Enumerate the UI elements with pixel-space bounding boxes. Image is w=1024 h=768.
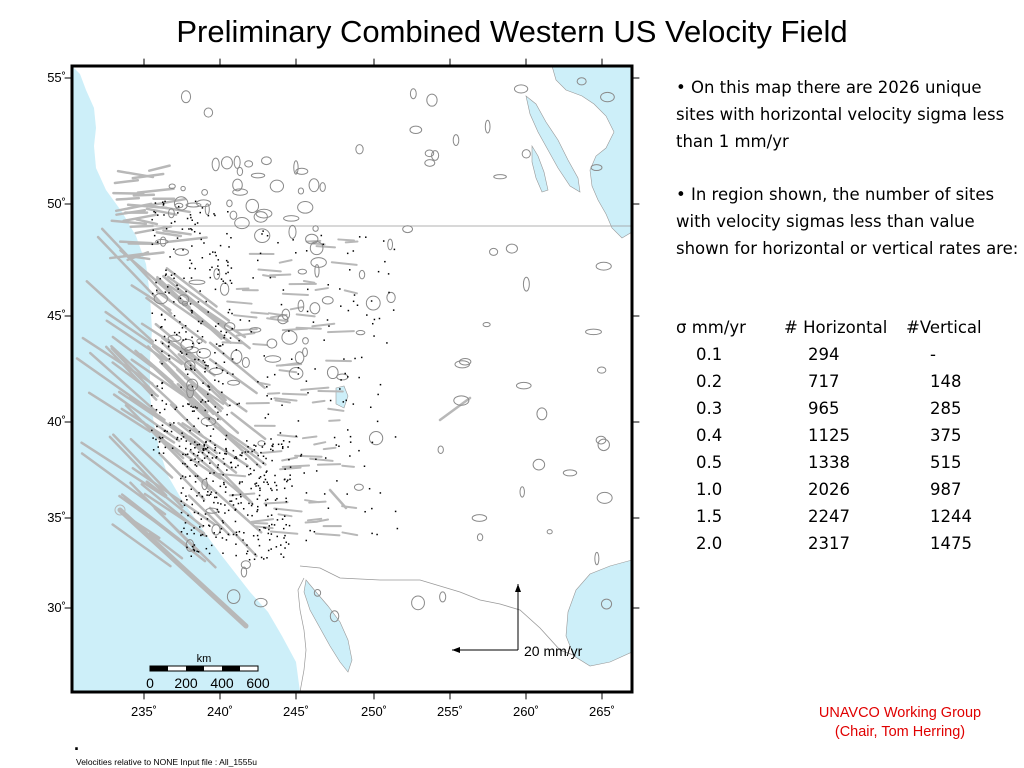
footer-note: Velocities relative to NONE Input file :…: [76, 757, 257, 767]
lon-label-260: 260˚: [513, 704, 539, 719]
velocity-scale: 20 mm/yr: [452, 584, 583, 659]
horizontal-count-cell: 2317: [808, 534, 850, 553]
lat-label-30: 30˚: [47, 600, 66, 615]
sigma-cell: 2.0: [696, 534, 723, 553]
info-paragraph-region: • In region shown, the number of sites w…: [676, 185, 1019, 258]
vertical-count-cell: 1244: [930, 507, 972, 526]
horizontal-count-cell: 294: [808, 345, 840, 364]
footer-dot: .: [74, 734, 80, 754]
credit-block: UNAVCO Working Group (Chair, Tom Herring…: [780, 704, 1020, 742]
header-vertical: #Vertical: [906, 318, 982, 337]
scale-label-200: 200: [174, 675, 198, 691]
gulf-of-mexico: [565, 559, 632, 667]
vertical-count-cell: 987: [930, 480, 962, 499]
sigma-cell: 1.0: [696, 480, 723, 499]
gulf-of-california: [303, 579, 353, 673]
credit-line-2: (Chair, Tom Herring): [834, 724, 966, 740]
baja-coast: [297, 577, 307, 692]
horizontal-count-cell: 717: [808, 372, 840, 391]
lon-label-245: 245˚: [283, 704, 309, 719]
horizontal-count-cell: 1338: [808, 453, 850, 472]
map-frame: [70, 64, 634, 694]
vertical-count-cell: 285: [930, 399, 962, 418]
info-paragraph-sites: • On this map there are 2026 unique site…: [676, 78, 1005, 151]
velocity-vectors: [75, 77, 615, 629]
sigma-cell: 0.4: [696, 426, 723, 445]
vertical-count-cell: 148: [930, 372, 962, 391]
vertical-count-cell: -: [930, 345, 936, 364]
horizontal-count-cell: 2247: [808, 507, 850, 526]
lon-label-250: 250˚: [361, 704, 387, 719]
sigma-cell: 0.5: [696, 453, 723, 472]
lon-label-235: 235˚: [131, 704, 157, 719]
lon-label-255: 255˚: [437, 704, 463, 719]
lat-label-35: 35˚: [47, 510, 66, 525]
vertical-count-cell: 375: [930, 426, 962, 445]
sigma-cell: 0.1: [696, 345, 723, 364]
vertical-count-cell: 1475: [930, 534, 972, 553]
hudson-bay: [551, 66, 632, 239]
sigma-cell: 1.5: [696, 507, 723, 526]
scale-label-400: 400: [210, 675, 234, 691]
scale-bar-unit: km: [197, 653, 212, 665]
info-panel: • On this map there are 2026 unique site…: [676, 74, 1022, 288]
lat-label-50: 50˚: [47, 196, 66, 211]
scale-label-600: 600: [246, 675, 270, 691]
sigma-cell: 0.2: [696, 372, 723, 391]
header-horizontal: # Horizontal: [784, 318, 888, 337]
frame-ticks: [64, 58, 640, 700]
horizontal-count-cell: 1125: [808, 426, 850, 445]
lake-winnipeg: [525, 95, 581, 193]
lat-label-45: 45˚: [47, 308, 66, 323]
header-sigma: σ mm/yr: [676, 318, 746, 337]
gps-sites: [150, 200, 399, 561]
sigma-cell: 0.3: [696, 399, 723, 418]
scale-label-0: 0: [146, 675, 154, 691]
lat-label-55: 55˚: [47, 70, 66, 85]
vertical-count-cell: 515: [930, 453, 962, 472]
us-mexico-border: [299, 565, 577, 657]
lat-label-40: 40˚: [47, 414, 66, 429]
credit-line-1: UNAVCO Working Group: [818, 705, 982, 721]
horizontal-count-cell: 965: [808, 399, 840, 418]
lake-manitoba: [531, 144, 549, 193]
horizontal-count-cell: 2026: [808, 480, 850, 499]
page-title: Preliminary Combined Western US Velocity…: [176, 14, 848, 49]
lon-label-265: 265˚: [589, 704, 615, 719]
lon-label-240: 240˚: [207, 704, 233, 719]
velocity-scale-label: 20 mm/yr: [524, 643, 583, 659]
km-scale-bar: km 0 200 400 600: [146, 653, 270, 691]
